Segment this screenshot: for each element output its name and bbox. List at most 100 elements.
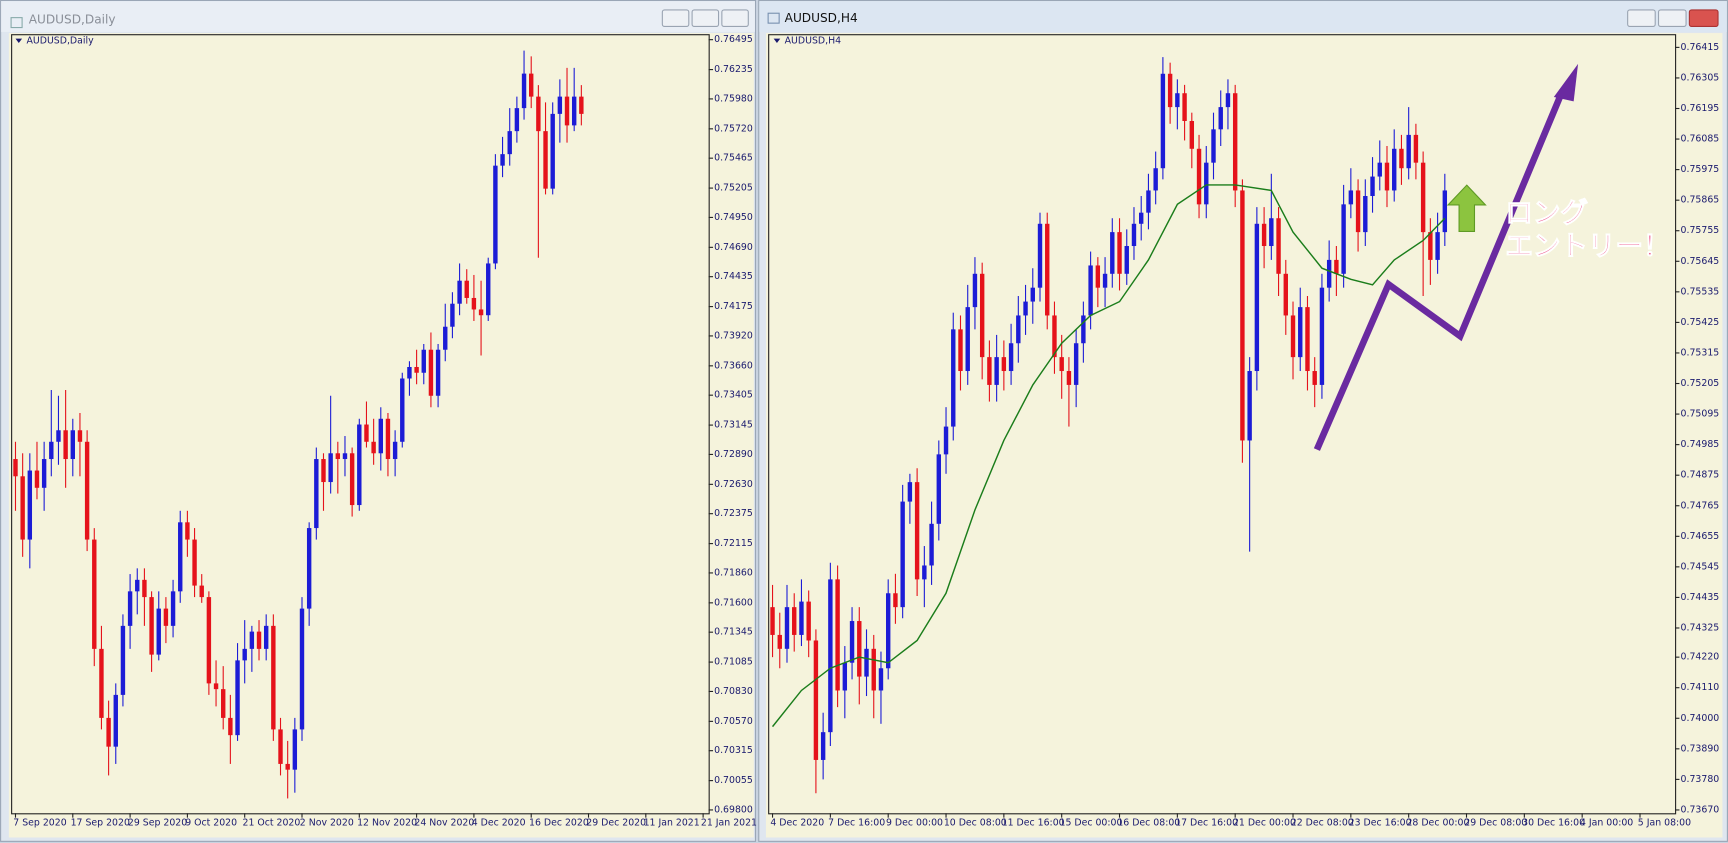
plot-border bbox=[768, 34, 1677, 815]
y-tick-label: 0.75095 bbox=[1681, 409, 1720, 420]
candle-body bbox=[199, 585, 204, 598]
candle-body bbox=[414, 366, 419, 373]
y-tick-label: 0.74325 bbox=[1681, 622, 1720, 633]
window-buttons bbox=[661, 9, 749, 27]
candle-body bbox=[1167, 73, 1173, 108]
candle-body bbox=[907, 482, 913, 502]
candle-body bbox=[529, 73, 534, 97]
x-tick-label: 29 Dec 2020 bbox=[586, 818, 646, 829]
candle-body bbox=[106, 717, 111, 747]
candle-body bbox=[579, 96, 584, 114]
candle-body bbox=[321, 459, 326, 483]
candle-body bbox=[1283, 273, 1288, 316]
x-tick-label: 12 Nov 2020 bbox=[357, 818, 417, 829]
y-tick-label: 0.73670 bbox=[1681, 804, 1720, 815]
y-tick-label: 0.73890 bbox=[1681, 743, 1720, 754]
close-button[interactable] bbox=[721, 9, 749, 27]
candle-body bbox=[1001, 357, 1007, 372]
candle-body bbox=[893, 593, 898, 608]
candle-body bbox=[1377, 162, 1382, 177]
candle-body bbox=[314, 459, 319, 529]
candle-body bbox=[63, 430, 68, 460]
candle-body bbox=[1298, 307, 1303, 358]
x-tick-label: 28 Dec 00:00 bbox=[1406, 818, 1469, 829]
candle-body bbox=[979, 273, 985, 358]
candle-body bbox=[306, 528, 312, 609]
candle-body bbox=[1232, 93, 1238, 191]
candle-body bbox=[228, 717, 233, 736]
y-tick-label: 0.76085 bbox=[1681, 134, 1720, 145]
candle-body bbox=[1319, 287, 1325, 385]
arrow-head bbox=[1553, 63, 1579, 102]
candle-body bbox=[206, 597, 212, 684]
y-tick-label: 0.72375 bbox=[714, 508, 753, 519]
candle-body bbox=[486, 263, 491, 316]
candle-body bbox=[820, 732, 826, 760]
candle-body bbox=[521, 73, 527, 109]
candle-body bbox=[271, 625, 276, 730]
x-tick-label: 4 Dec 2020 bbox=[472, 818, 526, 829]
y-tick-label: 0.76305 bbox=[1681, 72, 1720, 83]
purple-arrow bbox=[1313, 89, 1566, 451]
y-tick-label: 0.73145 bbox=[714, 420, 753, 431]
candle-body bbox=[1334, 259, 1339, 274]
candle-body bbox=[56, 430, 61, 442]
candle-body bbox=[357, 424, 362, 506]
candle-body bbox=[1008, 343, 1014, 372]
close-button[interactable] bbox=[1688, 9, 1719, 27]
candle-body bbox=[536, 96, 541, 132]
x-tick-label: 21 Oct 2020 bbox=[242, 818, 300, 829]
candle-body bbox=[428, 349, 434, 396]
candle-body bbox=[564, 96, 570, 126]
candle-body bbox=[1045, 223, 1050, 316]
candle-body bbox=[349, 453, 355, 506]
candle-body bbox=[1196, 148, 1202, 205]
candle-body bbox=[1254, 223, 1260, 372]
candle-body bbox=[1124, 246, 1129, 274]
x-tick-label: 10 Dec 08:00 bbox=[944, 818, 1007, 829]
candle-body bbox=[922, 565, 927, 580]
x-tick-label: 22 Dec 08:00 bbox=[1291, 818, 1354, 829]
candle-body bbox=[142, 579, 147, 598]
candle-body bbox=[457, 280, 462, 304]
maximize-button[interactable] bbox=[691, 9, 720, 27]
minimize-button[interactable] bbox=[1627, 9, 1656, 27]
candle-body bbox=[249, 631, 255, 649]
x-tick-label: 11 Dec 16:00 bbox=[1002, 818, 1065, 829]
candle-body bbox=[994, 357, 999, 385]
candle-body bbox=[263, 625, 269, 649]
candle-body bbox=[1399, 148, 1404, 169]
maximize-button[interactable] bbox=[1657, 9, 1687, 27]
candle-body bbox=[792, 607, 797, 635]
candle-body bbox=[1348, 190, 1354, 205]
candle-body bbox=[943, 426, 949, 455]
candle-body bbox=[1290, 315, 1296, 358]
candle-body bbox=[27, 470, 33, 540]
y-tick-label: 0.75535 bbox=[1681, 286, 1720, 297]
candle-body bbox=[242, 648, 247, 661]
candle-body bbox=[1095, 265, 1101, 288]
y-tick-label: 0.76415 bbox=[1681, 42, 1720, 53]
candle-body bbox=[70, 430, 75, 460]
candle-body bbox=[1081, 315, 1086, 344]
y-tick-label: 0.75205 bbox=[1681, 378, 1720, 389]
x-tick-label: 16 Dec 2020 bbox=[529, 818, 589, 829]
candle-body bbox=[1413, 134, 1419, 163]
y-tick-label: 0.75205 bbox=[714, 183, 753, 194]
minimize-button[interactable] bbox=[661, 9, 690, 27]
candle-body bbox=[557, 96, 563, 114]
candle-body bbox=[1240, 190, 1245, 441]
candle-body bbox=[464, 280, 469, 298]
y-tick-label: 0.74435 bbox=[1681, 592, 1720, 603]
candle-body bbox=[1247, 371, 1252, 441]
y-tick-label: 0.74435 bbox=[714, 271, 753, 282]
candle-body bbox=[392, 441, 398, 460]
candle-body bbox=[49, 441, 54, 460]
candle-body bbox=[813, 640, 819, 760]
y-tick-label: 0.74875 bbox=[1681, 470, 1720, 481]
candle-body bbox=[435, 349, 441, 396]
candle-body bbox=[1428, 232, 1433, 260]
y-tick-label: 0.75315 bbox=[1681, 347, 1720, 358]
candle-body bbox=[1326, 259, 1332, 288]
candle-body bbox=[450, 303, 455, 327]
